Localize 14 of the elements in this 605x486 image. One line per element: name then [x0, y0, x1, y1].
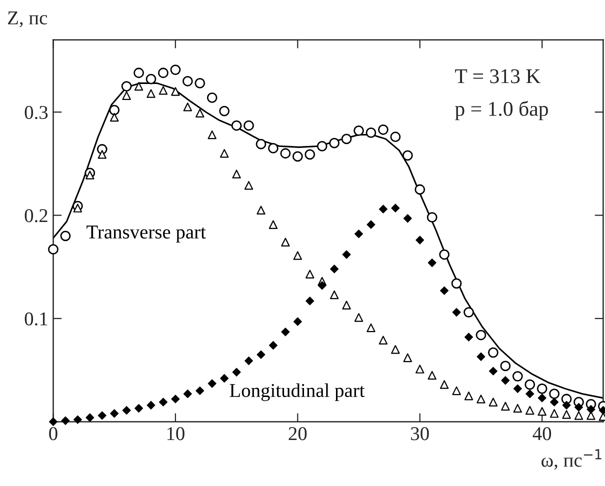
- y-tick-label: 0.1: [24, 312, 48, 326]
- x-tick-label: 20: [288, 427, 307, 440]
- x-tick-label: 0: [49, 427, 58, 440]
- x-tick-label: 10: [167, 427, 184, 440]
- series-label: Transverse part: [86, 226, 206, 243]
- y-axis-title: Z, пс: [8, 12, 48, 28]
- y-tick-label: 0.2: [24, 209, 48, 222]
- series-label: Longitudinal part: [230, 383, 365, 402]
- x-tick-label: 40: [532, 427, 552, 440]
- y-tick-label: 0.3: [24, 106, 48, 120]
- x-tick-label: 30: [411, 427, 429, 440]
- annotation: p = 1.0 бар: [455, 100, 548, 120]
- x-axis-title: ω, пс$^{−1}$: [542, 449, 602, 470]
- annotation: T = 313 K: [455, 69, 541, 84]
